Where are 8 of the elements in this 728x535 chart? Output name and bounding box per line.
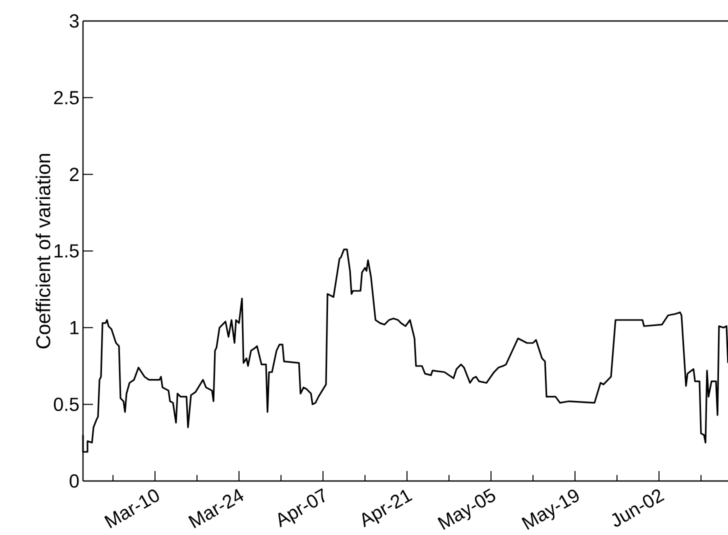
y-axis-title: Coefficient of variation [36, 154, 50, 348]
y-tick-label: 2 [70, 168, 79, 181]
y-tick-label: 0 [70, 474, 79, 488]
y-tick-label: 3 [70, 14, 79, 28]
y-tick-label: 1 [70, 321, 79, 334]
y-tick-label: 0.5 [54, 398, 79, 412]
y-tick-label: 2.5 [54, 90, 79, 104]
y-tick-label: 1.5 [54, 244, 79, 258]
